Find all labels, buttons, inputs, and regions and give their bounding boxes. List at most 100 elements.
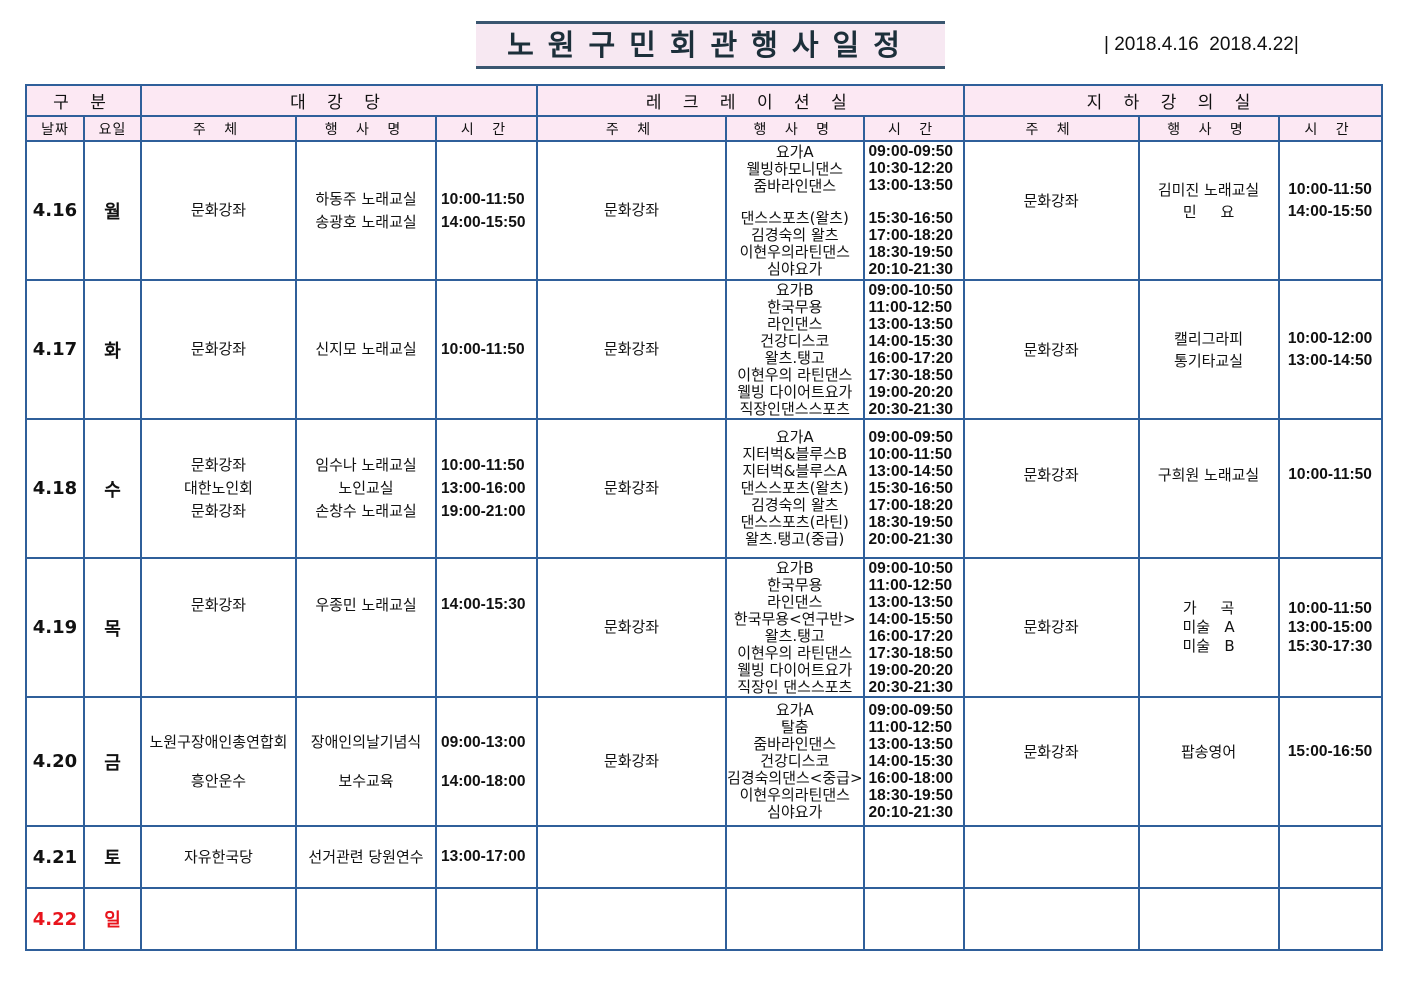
event-name: 노인교실	[338, 479, 394, 497]
event-name: 왈츠.탱고	[764, 626, 825, 645]
time-slot: 10:30-12:20	[868, 160, 953, 178]
time-header: 시 간	[435, 115, 538, 142]
hall-host-cell: 문화강좌	[140, 279, 297, 420]
table-row: 4.18 수 문화강좌 대한노인회 문화강좌 임수나 노래교실 노인교실 손창수 노래교실 10…	[25, 418, 1383, 559]
host-name: 문화강좌	[603, 340, 660, 358]
base-event-cell: 팝송영어	[1137, 696, 1280, 827]
time-slot: 10:00-11:50	[441, 190, 525, 208]
table-row: 4.20 금 노원구장애인총연합회 흥안운수 장애인의날기념식 보수교육 09:00-13:…	[25, 696, 1383, 827]
time-slot: 10:00-11:50	[1288, 465, 1372, 483]
host-name: 자유한국당	[183, 848, 253, 866]
time-slot: 10:00-11:50	[441, 457, 525, 474]
time-slot: 14:00-18:00	[441, 772, 526, 790]
event-header: 행 사 명	[295, 115, 437, 142]
hall-host-cell: 문화강좌	[140, 557, 297, 698]
rec-event-cell: 요가A 지터벅&블루스B 지터벅&블루스A 댄스스포츠(왈츠) 김경숙의 왈츠 댄스스포츠…	[725, 418, 865, 559]
base-time-cell	[1277, 887, 1383, 951]
time-slot: 20:00-21:30	[868, 531, 953, 548]
event-name: 손창수 노래교실	[315, 502, 417, 520]
time-slot: 09:00-09:50	[868, 429, 953, 446]
rec-host-cell: 문화강좌	[536, 279, 727, 420]
date-header: 날짜	[25, 115, 85, 142]
event-name: 이현우의 라틴댄스	[737, 643, 853, 662]
event-name: 요가A	[775, 142, 814, 161]
time-slot: 13:00-14:50	[868, 463, 953, 480]
hall-event-cell: 우종민 노래교실	[295, 557, 437, 698]
weekday-cell: 토	[83, 825, 142, 889]
rec-event-cell: 요가A 탈춤 줌바라인댄스 건강디스코 김경숙의댄스<중급> 이현우의라틴댄스 심야요가	[725, 696, 865, 827]
base-time-cell: 10:00-11:50 14:00-15:50	[1277, 140, 1383, 281]
base-time-cell: 10:00-12:00 13:00-14:50	[1277, 279, 1383, 420]
event-name: 건강디스코	[760, 331, 830, 350]
hall-time-cell	[435, 887, 538, 951]
time-slot: 14:00-15:50	[868, 610, 953, 628]
host-name: 문화강좌	[1023, 742, 1079, 761]
time-slot: 17:30-18:50	[868, 366, 953, 384]
event-name: 요가B	[775, 280, 814, 299]
event-name: 웰빙 다이어트요가	[737, 660, 853, 679]
rec-time-cell: 09:00-10:50 11:00-12:50 13:00-13:50 14:00-1…	[862, 557, 965, 698]
rec-time-cell: 09:00-10:50 11:00-12:50 13:00-13:50 14:00-1…	[862, 279, 965, 420]
time-slot: 10:00-11:50	[441, 341, 525, 358]
base-host-cell: 문화강좌	[962, 279, 1140, 420]
event-name: 가 곡	[1182, 599, 1235, 617]
time-slot: 16:00-17:20	[868, 627, 953, 645]
event-name: 요가A	[775, 701, 814, 719]
base-host-cell	[962, 887, 1140, 951]
base-event-cell: 김미진 노래교실 민 요	[1137, 140, 1280, 281]
event-name: 팝송영어	[1180, 742, 1237, 761]
event-header: 행 사 명	[1137, 115, 1280, 142]
event-name	[728, 195, 862, 210]
time-slot: 17:00-18:20	[868, 226, 953, 244]
host-name: 문화강좌	[603, 201, 660, 219]
event-name: 김경숙의 왈츠	[750, 496, 839, 514]
time-slot: 13:00-13:50	[868, 177, 953, 195]
rec-event-cell	[725, 825, 865, 889]
base-host-cell: 문화강좌	[962, 140, 1140, 281]
event-name: 김경숙의 왈츠	[750, 225, 839, 244]
weekday-cell: 월	[83, 140, 142, 281]
host-name: 문화강좌	[190, 595, 247, 614]
rec-host-cell	[536, 887, 727, 951]
date-cell: 4.21	[25, 825, 85, 889]
date-cell: 4.22	[25, 887, 85, 951]
time-slot: 14:00-15:30	[441, 595, 526, 613]
event-name: 하동주 노래교실	[315, 189, 417, 208]
rec-event-cell: 요가B 한국무용 라인댄스 한국무용<연구반> 왈츠.탱고 이현우의 라틴댄스 웰빙 다이어…	[725, 557, 865, 698]
event-name: 요가A	[775, 428, 814, 446]
event-name: 탈춤	[780, 718, 809, 736]
hall-time-cell: 09:00-13:00 14:00-18:00	[435, 696, 538, 827]
category-header: 구 분	[25, 84, 142, 117]
event-name: 송광호 노래교실	[315, 212, 417, 231]
event-name: 미술 A	[1182, 618, 1235, 636]
hall-host-cell: 자유한국당	[140, 825, 297, 889]
time-slot: 13:00-16:00	[441, 480, 526, 497]
time-slot: 15:30-16:50	[868, 209, 953, 227]
time-slot: 20:10-21:30	[868, 804, 953, 821]
event-name: 댄스스포츠(라틴)	[740, 513, 849, 531]
rec-event-cell: 요가B 한국무용 라인댄스 건강디스코 왈츠.탱고 이현우의 라틴댄스 웰빙 다이어트요가 직…	[725, 279, 865, 420]
rec-time-cell: 09:00-09:50 10:00-11:50 13:00-14:50 15:30-1…	[862, 418, 965, 559]
host-name: 문화강좌	[603, 752, 660, 770]
host-name: 문화강좌	[190, 201, 247, 219]
rec-event-cell	[725, 887, 865, 951]
host-name: 문화강좌	[1023, 340, 1079, 359]
event-name: 김미진 노래교실	[1157, 180, 1260, 199]
time-slot: 18:30-19:50	[868, 787, 953, 804]
rec-host-cell: 문화강좌	[536, 557, 727, 698]
event-name: 왈츠.탱고	[764, 348, 825, 367]
time-slot: 18:30-19:50	[868, 514, 953, 531]
time-slot: 10:00-11:50	[868, 446, 953, 463]
time-slot: 19:00-21:00	[441, 503, 526, 520]
time-slot: 10:00-12:00	[1287, 329, 1373, 347]
table-row: 4.16 월 문화강좌 하동주 노래교실 송광호 노래교실 10:00-11:50 14:0…	[25, 140, 1383, 281]
host-name: 문화강좌	[1023, 191, 1079, 210]
base-event-cell	[1137, 887, 1280, 951]
time-slot: 13:00-15:00	[1287, 619, 1373, 636]
time-slot: 10:00-11:50	[1288, 180, 1372, 198]
time-slot: 15:30-17:30	[1287, 638, 1373, 655]
event-name: 지터벅&블루스B	[742, 445, 848, 463]
time-slot: 15:30-16:50	[868, 480, 953, 497]
time-slot: 17:00-18:20	[868, 497, 953, 514]
